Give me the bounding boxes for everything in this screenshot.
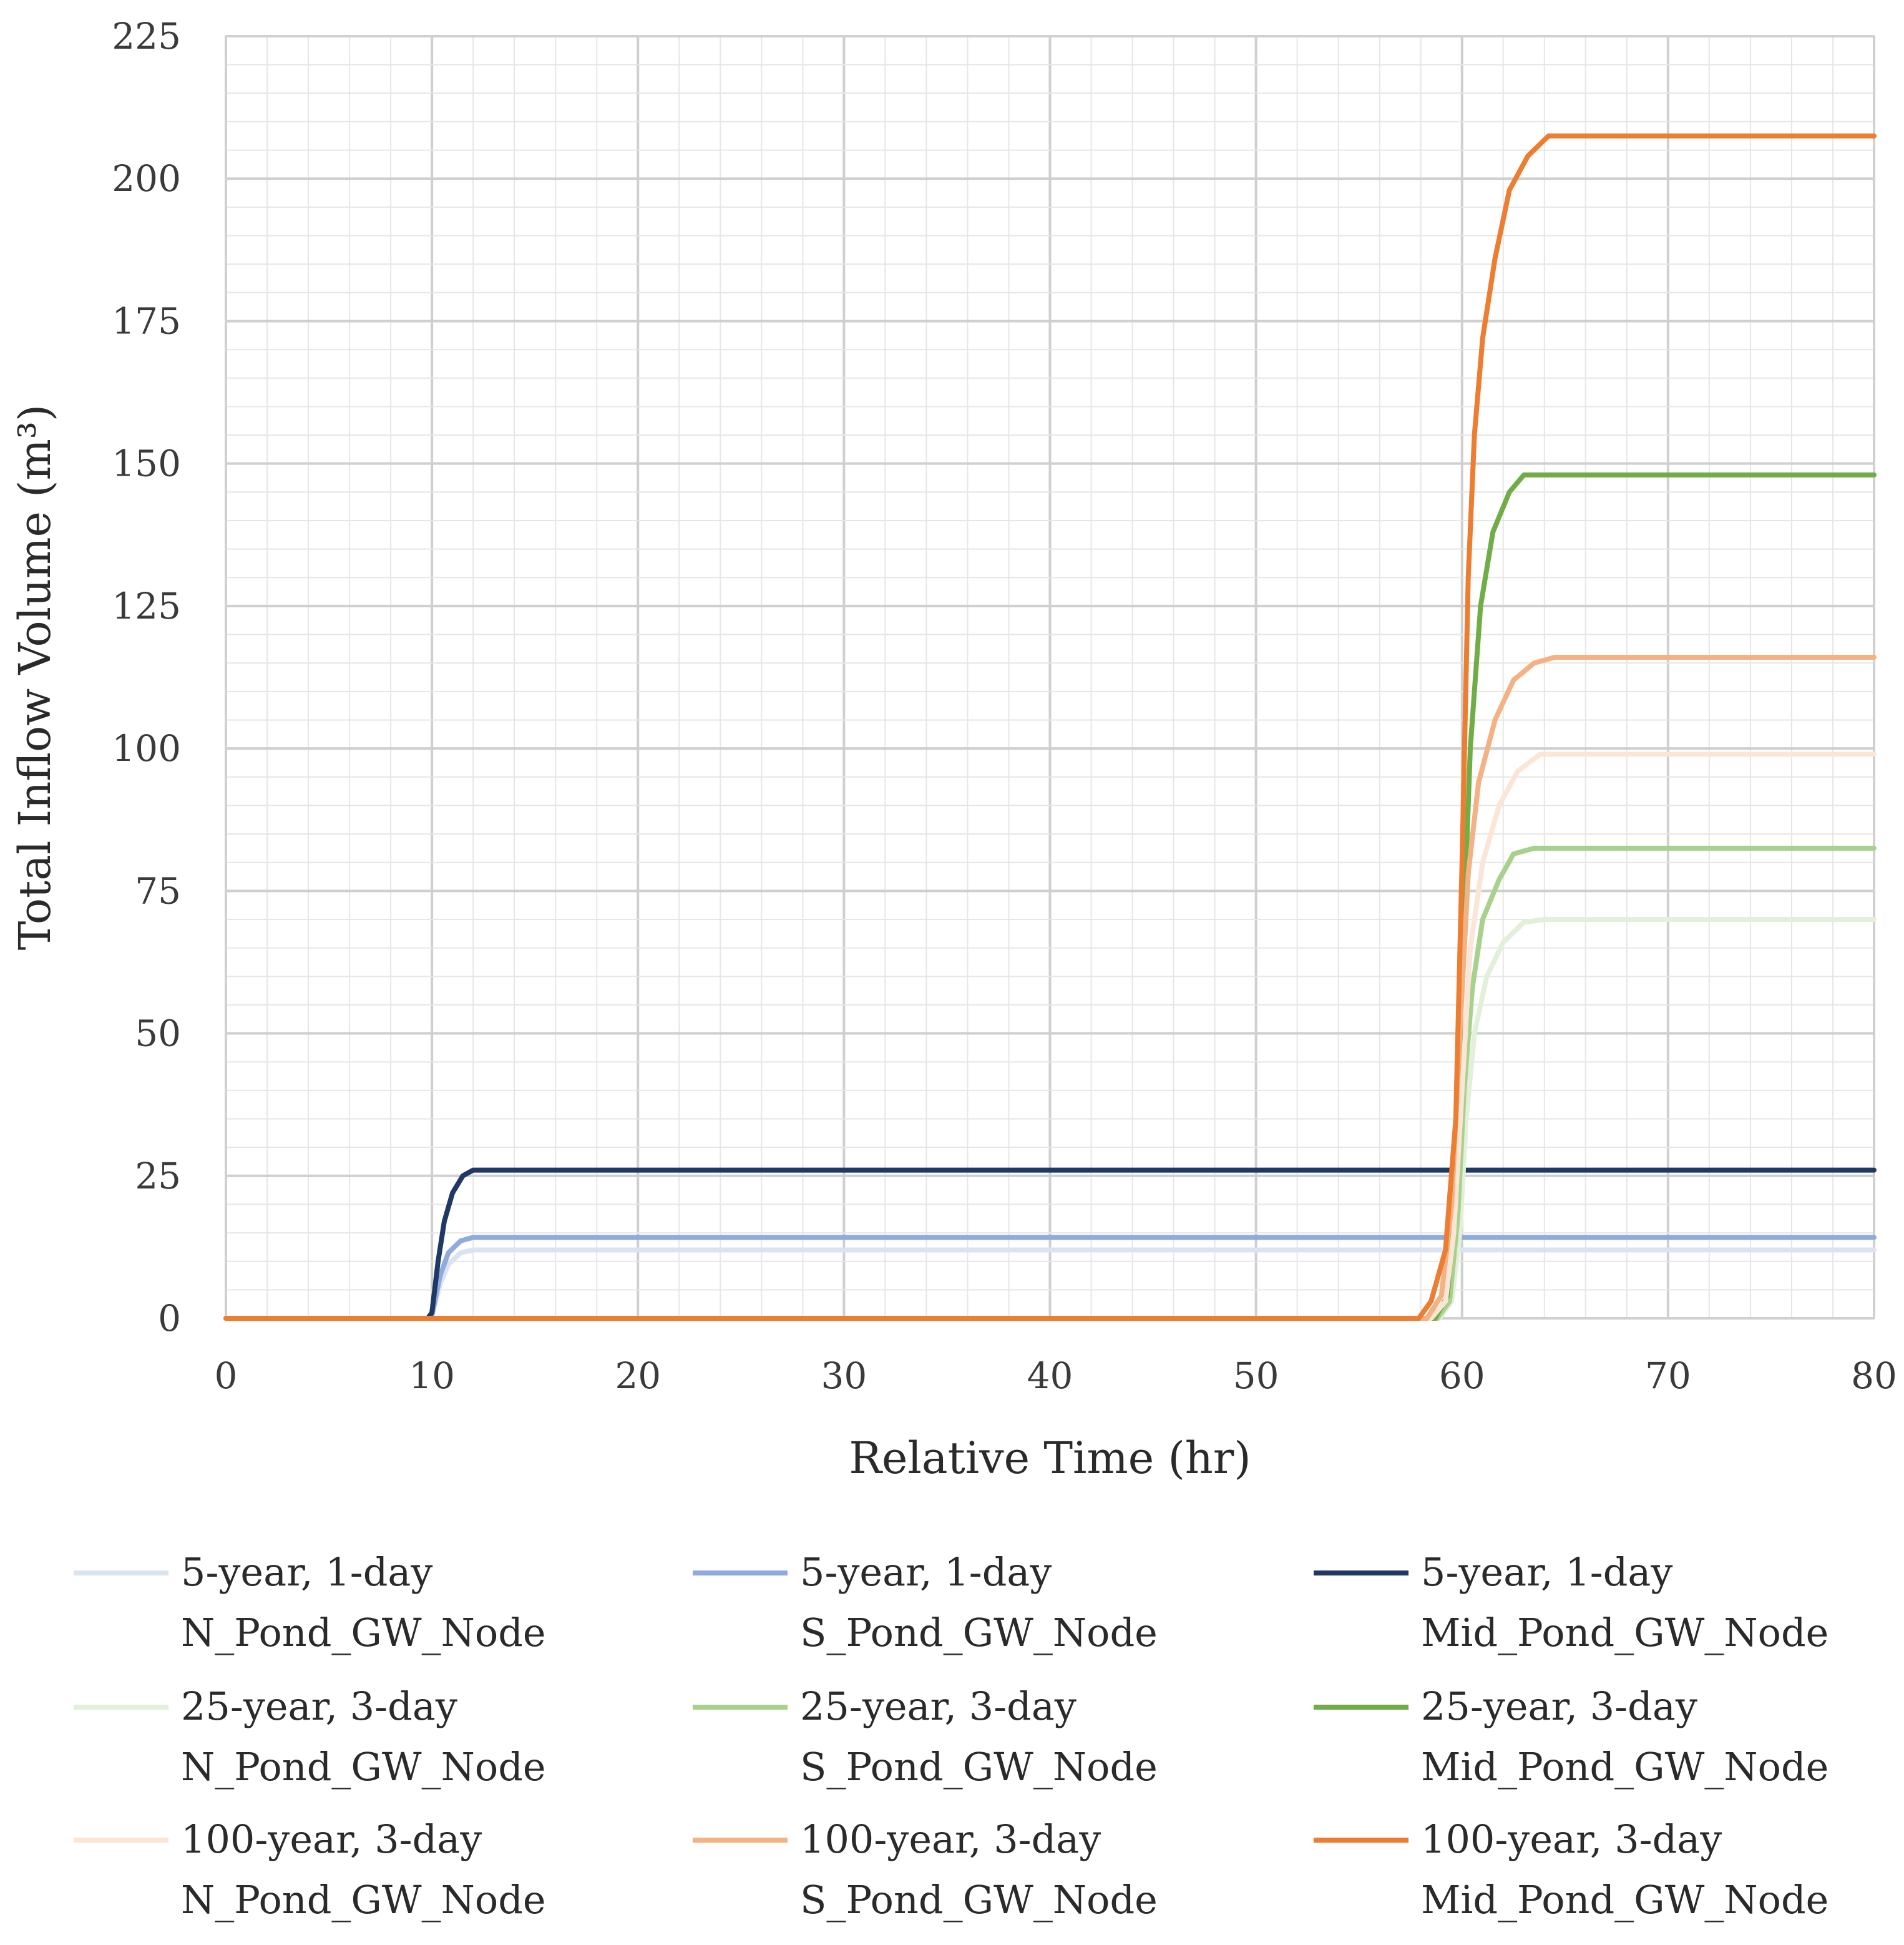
y-tick-label: 50 — [135, 1012, 181, 1055]
x-tick-label: 0 — [215, 1355, 238, 1397]
legend-label: N_Pond_GW_Node — [181, 1744, 546, 1790]
legend-label: 5-year, 1-day — [800, 1549, 1052, 1595]
legend-item: 5-year, 1-day S_Pond_GW_Node — [693, 1549, 1158, 1655]
y-tick-label: 0 — [158, 1297, 181, 1340]
legend-label: N_Pond_GW_Node — [181, 1610, 546, 1655]
series-lines — [223, 133, 1877, 1321]
legend-item: 100-year, 3-day Mid_Pond_GW_Node — [1314, 1816, 1828, 1923]
y-axis-ticks: 0 25 50 75 100 125 150 175 200 225 — [112, 15, 181, 1340]
y-tick-label: 125 — [112, 585, 181, 627]
x-tick-label: 50 — [1233, 1355, 1279, 1397]
legend-item: 25-year, 3-day Mid_Pond_GW_Node — [1314, 1683, 1828, 1790]
legend-label: 25-year, 3-day — [1421, 1683, 1697, 1729]
legend-item: 25-year, 3-day S_Pond_GW_Node — [693, 1683, 1158, 1790]
legend-item: 5-year, 1-day N_Pond_GW_Node — [74, 1549, 546, 1655]
y-tick-label: 150 — [112, 443, 181, 485]
x-tick-label: 40 — [1027, 1355, 1073, 1397]
x-tick-label: 10 — [409, 1355, 455, 1397]
x-axis-ticks: 0 10 20 30 40 50 60 70 80 — [215, 1355, 1897, 1397]
legend-label: S_Pond_GW_Node — [800, 1744, 1158, 1790]
legend-label: Mid_Pond_GW_Node — [1421, 1610, 1828, 1655]
series-line-5 — [223, 845, 1877, 1321]
series-line-9 — [223, 133, 1877, 1321]
legend-label: 5-year, 1-day — [181, 1549, 432, 1595]
series-line-7 — [223, 752, 1877, 1321]
legend-label: Mid_Pond_GW_Node — [1421, 1744, 1828, 1790]
legend-label: S_Pond_GW_Node — [800, 1610, 1158, 1655]
y-tick-label: 175 — [112, 300, 181, 342]
y-tick-label: 100 — [112, 727, 181, 770]
y-tick-label: 75 — [135, 870, 181, 912]
legend-label: 25-year, 3-day — [181, 1683, 457, 1729]
x-axis-title: Relative Time (hr) — [849, 1433, 1251, 1484]
x-tick-label: 70 — [1645, 1355, 1691, 1397]
x-tick-label: 60 — [1439, 1355, 1485, 1397]
x-tick-label: 80 — [1851, 1355, 1897, 1397]
legend-item: 100-year, 3-day N_Pond_GW_Node — [74, 1816, 546, 1923]
legend-label: N_Pond_GW_Node — [181, 1877, 546, 1923]
legend-label: Mid_Pond_GW_Node — [1421, 1877, 1828, 1923]
legend-label: 100-year, 3-day — [181, 1816, 482, 1862]
grid — [225, 35, 1875, 1320]
legend-label: 100-year, 3-day — [800, 1816, 1101, 1862]
legend-label: 25-year, 3-day — [800, 1683, 1076, 1729]
x-tick-label: 20 — [615, 1355, 661, 1397]
series-line-8 — [223, 655, 1877, 1321]
y-tick-label: 225 — [112, 15, 181, 57]
x-tick-label: 30 — [821, 1355, 867, 1397]
y-tick-label: 25 — [135, 1155, 181, 1197]
y-tick-label: 200 — [112, 157, 181, 200]
legend-item: 5-year, 1-day Mid_Pond_GW_Node — [1314, 1549, 1828, 1655]
legend-label: S_Pond_GW_Node — [800, 1877, 1158, 1923]
legend-label: 100-year, 3-day — [1421, 1816, 1722, 1862]
legend-label: 5-year, 1-day — [1421, 1549, 1672, 1595]
legend-item: 25-year, 3-day N_Pond_GW_Node — [74, 1683, 546, 1790]
y-axis-title: Total Inflow Volume (m³) — [9, 404, 61, 951]
legend-item: 100-year, 3-day S_Pond_GW_Node — [693, 1816, 1158, 1923]
